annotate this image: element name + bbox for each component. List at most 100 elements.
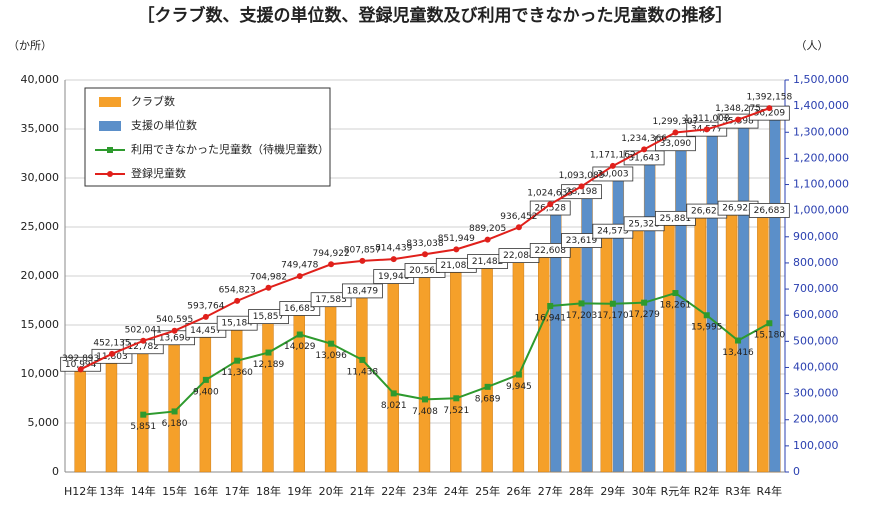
point — [703, 312, 710, 319]
point — [171, 408, 178, 415]
value-label: 1,024,635 — [527, 189, 573, 199]
y-tick-label: 40,000 — [21, 73, 60, 86]
point — [108, 350, 115, 357]
point — [672, 290, 679, 297]
value-label-box — [248, 309, 289, 325]
bar — [663, 218, 675, 473]
value-label: 814,439 — [375, 244, 412, 254]
y2-tick-label: 1,100,000 — [793, 178, 849, 191]
y2-tick-label: 100,000 — [793, 439, 839, 452]
value-label: 1,348,275 — [715, 104, 761, 114]
legend-label: 登録児童数 — [131, 166, 186, 180]
value-label: 936,452 — [500, 212, 537, 222]
value-label: 1,299,307 — [653, 117, 699, 127]
point — [703, 126, 710, 133]
point — [359, 356, 366, 363]
x-tick-label: 16年 — [193, 484, 218, 498]
value-label: 11,438 — [347, 367, 379, 377]
x-tick-label: 22年 — [381, 484, 406, 498]
legend-box — [84, 87, 331, 187]
point — [265, 284, 272, 291]
legend-label: 利用できなかった児童数（待機児童数） — [131, 142, 329, 156]
value-label: 26,625 — [691, 207, 723, 217]
x-tick-label: R4年 — [757, 484, 783, 498]
bar — [137, 346, 149, 473]
x-tick-label: 26年 — [506, 484, 531, 498]
point — [578, 300, 585, 307]
y2-tick-label: 1,500,000 — [793, 73, 849, 86]
point — [641, 299, 648, 306]
y2-tick-label: 500,000 — [793, 334, 839, 347]
bar — [694, 210, 706, 473]
value-label: 833,038 — [406, 239, 443, 249]
bar — [757, 210, 769, 473]
point — [515, 371, 522, 378]
value-label: 26,528 — [534, 204, 566, 214]
value-label: 704,982 — [250, 272, 287, 282]
value-label: 749,478 — [281, 261, 318, 271]
value-label: 10,994 — [65, 360, 97, 370]
bar — [569, 240, 581, 473]
value-label: 15,857 — [253, 312, 285, 322]
bar — [769, 116, 781, 473]
legend-swatch — [99, 97, 121, 107]
y2-tick-label: 900,000 — [793, 230, 839, 243]
value-label: 17,170 — [597, 311, 629, 321]
value-label: 540,595 — [156, 315, 193, 325]
x-tick-label: 15年 — [162, 484, 187, 498]
point — [234, 297, 241, 304]
x-tick-label: R元年 — [661, 484, 691, 498]
bar — [706, 132, 718, 473]
y2-tick-label: 600,000 — [793, 308, 839, 321]
point — [484, 236, 491, 243]
point — [453, 395, 460, 402]
value-label: 889,205 — [469, 224, 506, 234]
point — [735, 116, 742, 123]
x-tick-label: 20年 — [319, 484, 344, 498]
bar — [356, 290, 368, 473]
value-label: 851,949 — [438, 234, 475, 244]
value-label-box — [529, 243, 571, 258]
x-tick-label: R2年 — [694, 484, 720, 498]
value-label: 25,881 — [660, 214, 692, 224]
point — [547, 302, 554, 309]
value-label-box — [561, 233, 602, 248]
value-label: 21,085 — [441, 261, 473, 271]
value-label: 26,683 — [754, 206, 786, 216]
bar — [481, 261, 493, 473]
value-label: 15,995 — [691, 323, 723, 333]
x-tick-label: 24年 — [444, 484, 469, 498]
bar — [612, 177, 625, 473]
legend-swatch — [99, 121, 121, 131]
point — [641, 146, 648, 153]
x-tick-label: 17年 — [225, 484, 250, 498]
point — [390, 256, 397, 263]
point — [140, 411, 147, 418]
y2-tick-label: 200,000 — [793, 413, 839, 426]
x-tick-label: R3年 — [725, 484, 751, 498]
point — [453, 246, 460, 253]
value-label: 20,561 — [409, 266, 441, 276]
point — [422, 251, 428, 258]
bar — [418, 270, 431, 473]
bar — [324, 299, 337, 473]
value-label: 18,261 — [660, 301, 692, 311]
bar — [737, 124, 750, 473]
y-tick-label: 0 — [52, 465, 59, 478]
bar — [450, 265, 462, 473]
point — [766, 320, 773, 327]
point — [578, 183, 585, 190]
value-label: 452,135 — [93, 338, 130, 348]
y2-tick-label: 400,000 — [793, 360, 839, 373]
value-label: 12,189 — [253, 360, 285, 370]
value-label: 1,392,158 — [746, 93, 792, 103]
value-label: 13,698 — [159, 333, 191, 343]
value-label: 15,180 — [754, 331, 786, 341]
y2-tick-label: 300,000 — [793, 387, 839, 400]
point — [296, 331, 303, 338]
x-tick-label: H12年 — [64, 484, 97, 498]
y2-tick-label: 1,400,000 — [793, 99, 849, 112]
point — [202, 376, 209, 383]
value-label: 25,328 — [628, 219, 660, 229]
bar — [600, 230, 613, 473]
